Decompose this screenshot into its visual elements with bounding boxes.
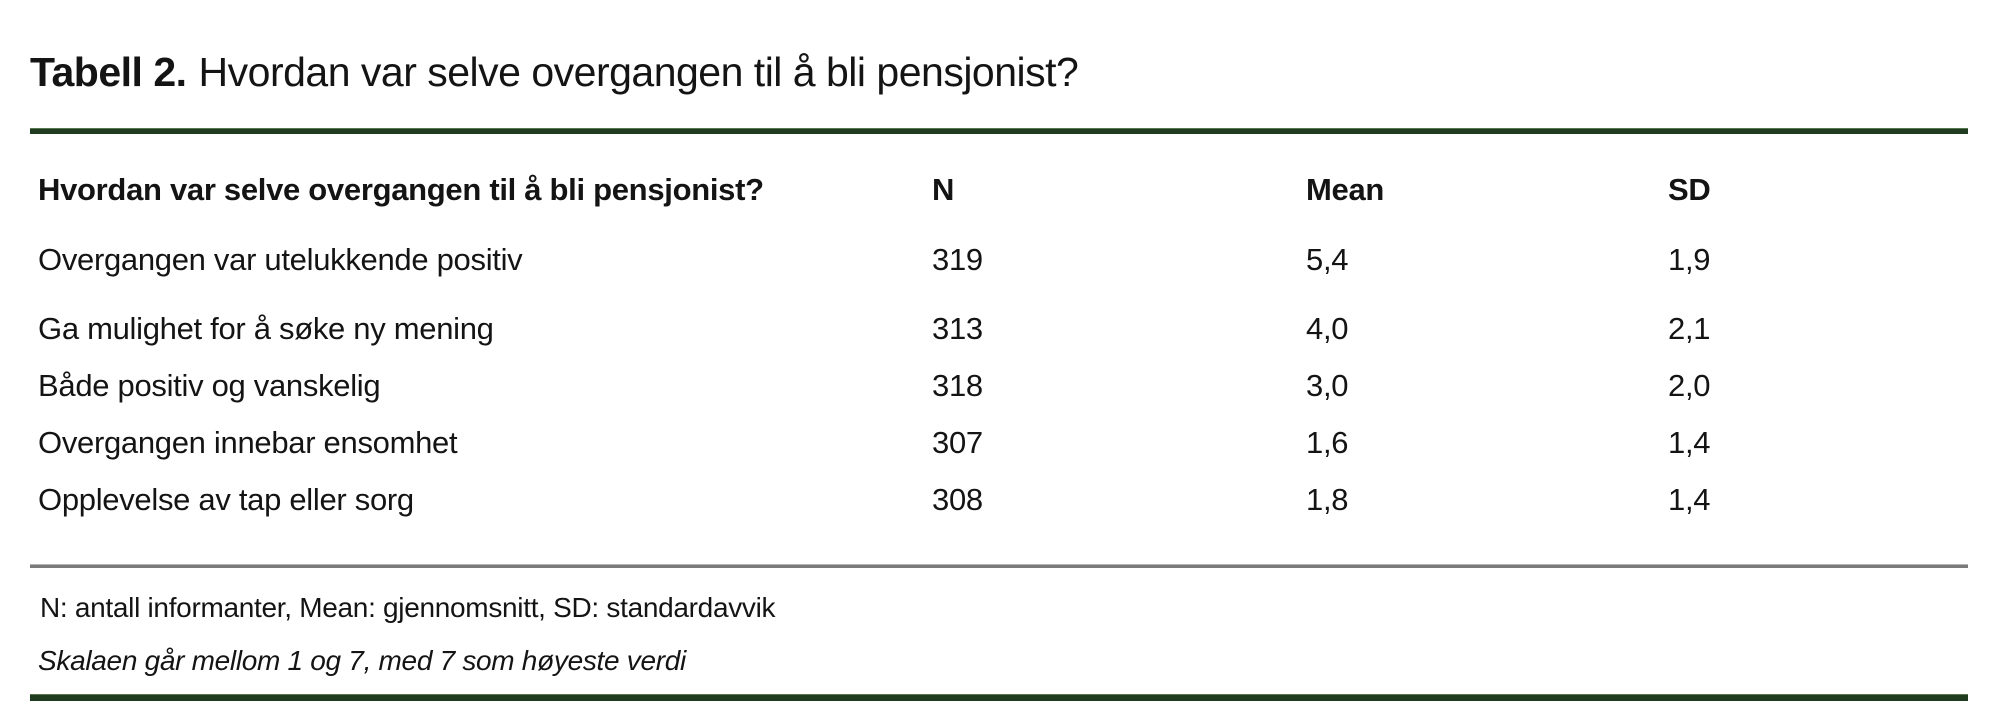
table-row: Opplevelse av tap eller sorg 308 1,8 1,4 [0, 480, 2000, 520]
row-mean-value: 1,6 [1306, 425, 1349, 460]
row-label: Ga mulighet for å søke ny mening [38, 311, 494, 346]
table-caption-text: Hvordan var selve overgangen til å bli p… [198, 49, 1079, 95]
header-question: Hvordan var selve overgangen til å bli p… [38, 172, 764, 207]
table-header-row: Hvordan var selve overgangen til å bli p… [0, 170, 2000, 210]
bottom-border-line [30, 694, 1968, 701]
header-n: N [932, 172, 955, 207]
abbreviations-footnote: N: antall informanter, Mean: gjennomsnit… [40, 592, 776, 623]
row-mean-value: 4,0 [1306, 311, 1349, 346]
row-sd-value: 1,9 [1668, 242, 1711, 277]
row-mean-value: 5,4 [1306, 242, 1349, 277]
table-row: Overgangen var utelukkende positiv 319 5… [0, 240, 2000, 280]
table-row: Ga mulighet for å søke ny mening 313 4,0… [0, 309, 2000, 349]
row-sd-value: 2,1 [1668, 311, 1711, 346]
row-sd-value: 1,4 [1668, 482, 1711, 517]
row-mean-value: 3,0 [1306, 368, 1349, 403]
row-label: Overgangen var utelukkende positiv [38, 242, 523, 277]
body-footnote-divider-line [30, 564, 1968, 568]
table-row: Både positiv og vanskelig 318 3,0 2,0 [0, 366, 2000, 406]
header-sd: SD [1668, 172, 1711, 207]
table-caption: Tabell 2. Hvordan var selve overgangen ti… [30, 48, 1079, 96]
header-mean: Mean [1306, 172, 1385, 207]
row-n-value: 319 [932, 242, 983, 277]
row-label: Både positiv og vanskelig [38, 368, 381, 403]
table-number-label: Tabell 2. [30, 49, 187, 95]
row-n-value: 313 [932, 311, 983, 346]
row-sd-value: 2,0 [1668, 368, 1711, 403]
scale-footnote: Skalaen går mellom 1 og 7, med 7 som høy… [38, 645, 686, 676]
table-row: Overgangen innebar ensomhet 307 1,6 1,4 [0, 423, 2000, 463]
row-label: Opplevelse av tap eller sorg [38, 482, 414, 517]
row-label: Overgangen innebar ensomhet [38, 425, 458, 460]
row-mean-value: 1,8 [1306, 482, 1349, 517]
row-n-value: 307 [932, 425, 983, 460]
top-border-line [30, 128, 1968, 134]
row-sd-value: 1,4 [1668, 425, 1711, 460]
row-n-value: 318 [932, 368, 983, 403]
row-n-value: 308 [932, 482, 983, 517]
